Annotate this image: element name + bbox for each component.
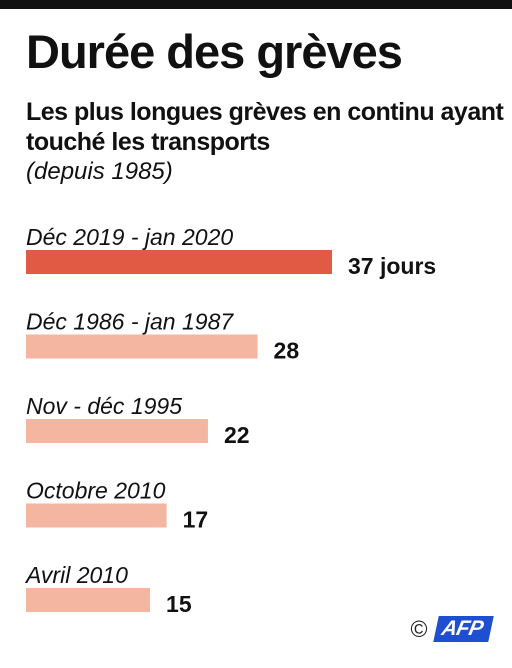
copyright-symbol: ©: [410, 615, 428, 642]
chart-subtitle: Les plus longues grèves en continu ayant…: [26, 98, 504, 156]
top-rule: [0, 0, 512, 9]
bar: [26, 250, 332, 274]
value-label: 17: [183, 507, 209, 533]
bar: [26, 588, 151, 612]
category-label: Déc 2019 - jan 2020: [26, 224, 233, 250]
footer: © AFP: [410, 615, 493, 642]
category-label: Octobre 2010: [26, 478, 166, 504]
category-label: Nov - déc 1995: [26, 393, 182, 419]
value-label: 22: [224, 422, 250, 448]
value-label: 28: [274, 338, 300, 364]
category-label: Déc 1986 - jan 1987: [26, 309, 234, 335]
chart-note: (depuis 1985): [26, 158, 173, 185]
bar: [26, 503, 167, 528]
value-label: 15: [166, 591, 192, 617]
afp-logo: AFP: [432, 616, 493, 642]
category-label: Avril 2010: [24, 562, 128, 588]
bar: [26, 334, 258, 359]
chart-title: Durée des grèves: [26, 25, 403, 78]
value-label: 37 jours: [348, 253, 436, 279]
bar: [26, 419, 208, 443]
